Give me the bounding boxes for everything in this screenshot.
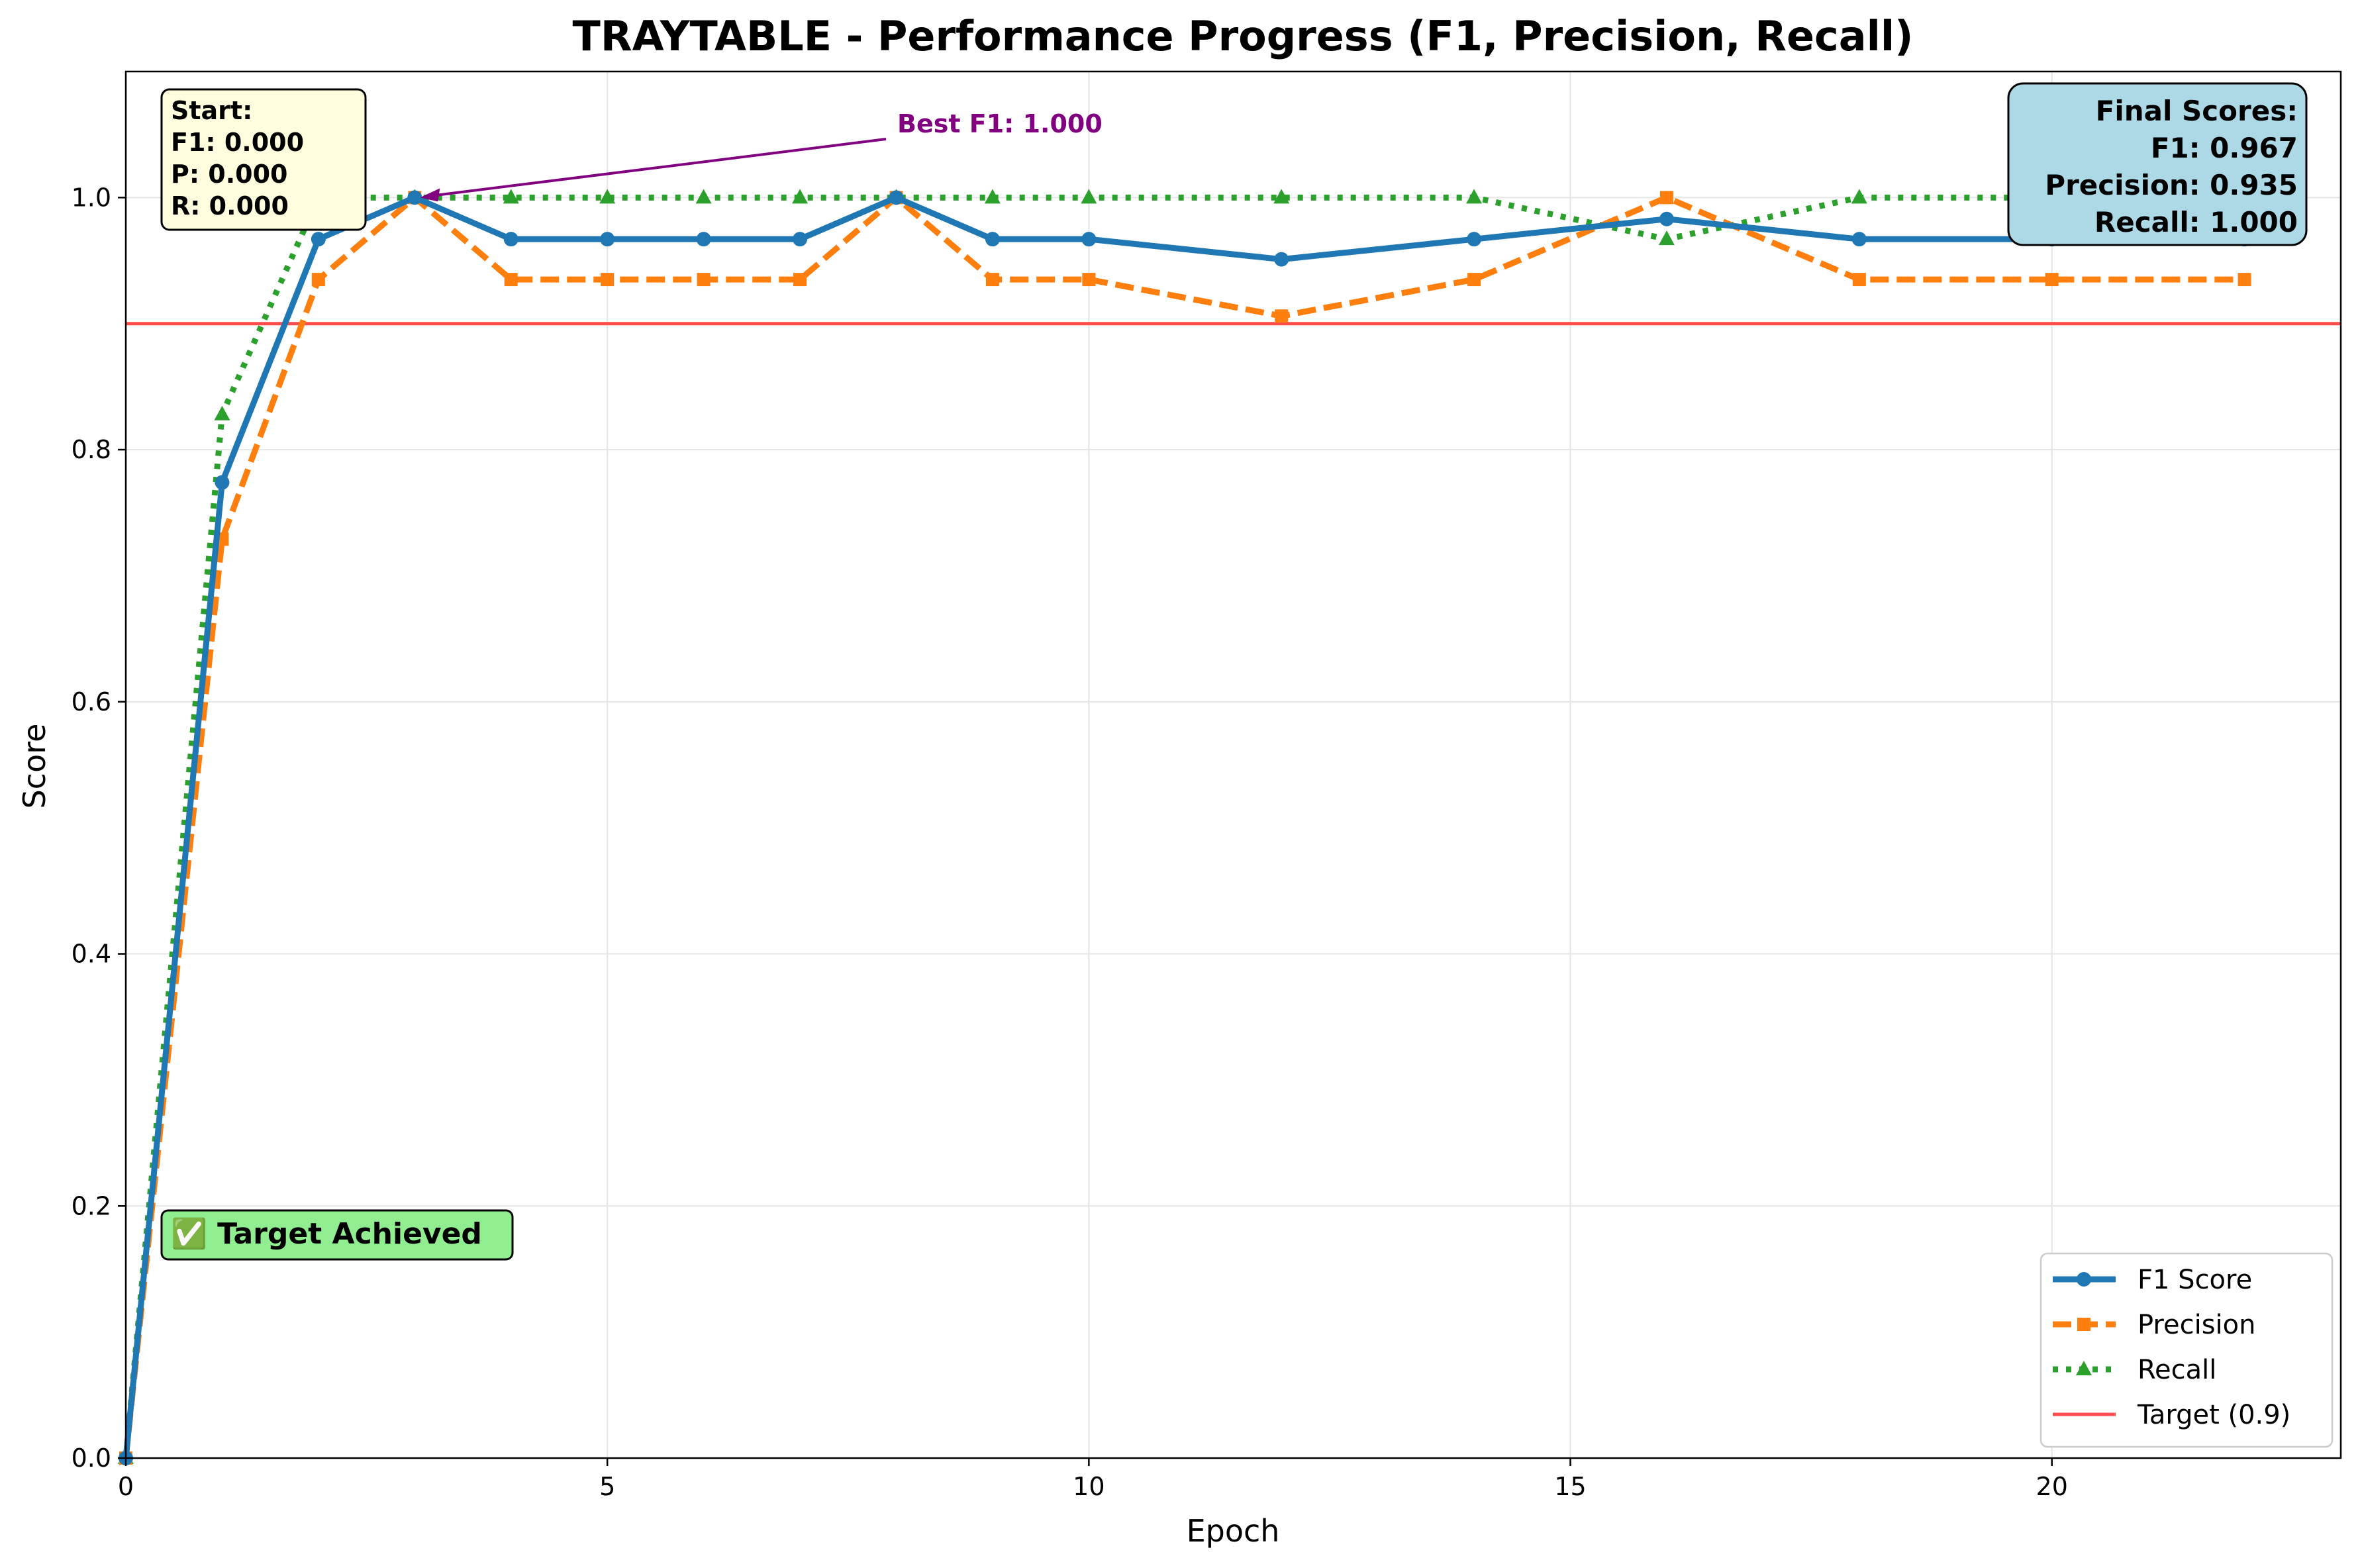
legend: F1 Score Precision Recall Target (0.9): [2040, 1252, 2334, 1448]
data-point: [1081, 189, 1097, 204]
series-line: [123, 194, 2245, 1459]
x-tick-label: 20: [2036, 1472, 2068, 1501]
data-point: [1659, 191, 1673, 205]
data-point: [1851, 232, 1867, 247]
data-point: [2237, 273, 2251, 287]
data-point: [984, 189, 1001, 204]
data-point: [311, 232, 326, 247]
legend-item: Precision: [2053, 1310, 2255, 1340]
data-point: [1273, 189, 1290, 204]
data-point: [504, 273, 518, 287]
best-f1-arrowhead: [420, 188, 440, 202]
data-point: [793, 273, 807, 287]
data-point: [985, 273, 999, 287]
legend-box: [2040, 1252, 2334, 1448]
data-point: [214, 405, 230, 420]
series-recall: [118, 189, 2253, 1464]
data-point: [599, 189, 616, 204]
y-tick-label: 0.0: [72, 1444, 111, 1473]
data-point: [792, 189, 809, 204]
data-point: [1081, 232, 1097, 247]
best-f1-label: Best F1: 1.000: [897, 109, 1103, 138]
final-scores-line: Precision: 0.935: [2045, 169, 2298, 201]
legend-item: F1 Score: [2053, 1265, 2252, 1295]
final-scores-box: [2007, 82, 2308, 246]
y-tick-label: 1.0: [72, 183, 111, 212]
start-box-line: Start:: [171, 96, 252, 125]
y-tick-label: 0.8: [72, 435, 111, 464]
data-point: [407, 190, 422, 205]
data-point: [1275, 309, 1289, 323]
chart-title: TRAYTABLE - Performance Progress (F1, Pr…: [573, 12, 1914, 60]
legend-label: Target (0.9): [2137, 1400, 2290, 1430]
data-point: [215, 475, 230, 490]
annotations: Best F1: 1.000 Start: F1: 0.000 P: 0.000R: …: [160, 82, 2308, 1261]
data-point: [1466, 189, 1483, 204]
plot-frame: [124, 70, 2342, 1459]
final-scores-line: F1: 0.967: [2151, 132, 2298, 164]
data-point: [1851, 189, 1867, 204]
target-achieved-label: ✅ Target Achieved: [171, 1217, 482, 1251]
legend-marker: [2076, 1361, 2092, 1375]
data-point: [503, 189, 519, 204]
data-point: [503, 232, 518, 247]
axes: 0 5 10 15 20 0.0 0.2 0.4 0.6 0.8 1.0: [72, 70, 2342, 1501]
final-scores-line: Final Scores:: [2096, 95, 2298, 127]
data-point: [1274, 252, 1289, 267]
x-axis-label: Epoch: [1187, 1513, 1280, 1549]
legend-label: Precision: [2138, 1310, 2255, 1340]
data-point: [889, 190, 904, 205]
data-point: [2045, 273, 2059, 287]
legend-item: Target (0.9): [2053, 1400, 2290, 1430]
final-scores-line: Recall: 1.000: [2094, 206, 2298, 238]
data-point: [1467, 273, 1481, 287]
data-point: [695, 189, 712, 204]
data-point: [1659, 211, 1674, 226]
start-box-line: F1: 0.000: [171, 128, 304, 157]
series-line: [123, 194, 2245, 1459]
data-point: [600, 232, 615, 247]
legend-marker: [2077, 1272, 2091, 1287]
data-point: [311, 273, 325, 287]
data-point: [696, 232, 711, 247]
legend-marker: [2077, 1318, 2090, 1331]
data-point: [601, 273, 615, 287]
x-tick-label: 0: [118, 1472, 134, 1501]
y-tick-label: 0.4: [72, 940, 111, 969]
series-line: [123, 194, 2245, 1459]
data-point: [985, 232, 1000, 247]
data-point: [1467, 232, 1482, 247]
legend-label: Recall: [2138, 1355, 2216, 1385]
start-box-line: P: 0.000: [171, 160, 287, 189]
data-point: [1082, 273, 1096, 287]
series-precision: [119, 191, 2251, 1465]
legend-label: F1 Score: [2138, 1265, 2252, 1295]
start-box-line: R: 0.000: [171, 191, 289, 220]
x-tick-label: 15: [1554, 1472, 1586, 1501]
data-point: [793, 232, 808, 247]
y-axis-label: Score: [17, 724, 52, 809]
legend-item: Recall: [2053, 1355, 2216, 1385]
target-achieved-badge: [160, 1209, 514, 1261]
series-layer: [118, 189, 2253, 1465]
x-tick-label: 10: [1073, 1472, 1105, 1501]
y-tick-label: 0.2: [72, 1191, 111, 1220]
data-point: [1852, 273, 1866, 287]
x-tick-label: 5: [599, 1472, 615, 1501]
y-tick-label: 0.6: [72, 687, 111, 716]
start-box: [160, 88, 367, 231]
best-f1-arrow: [438, 138, 887, 197]
data-point: [1658, 230, 1675, 246]
series-f1-score: [119, 190, 2252, 1465]
data-point: [697, 273, 711, 287]
